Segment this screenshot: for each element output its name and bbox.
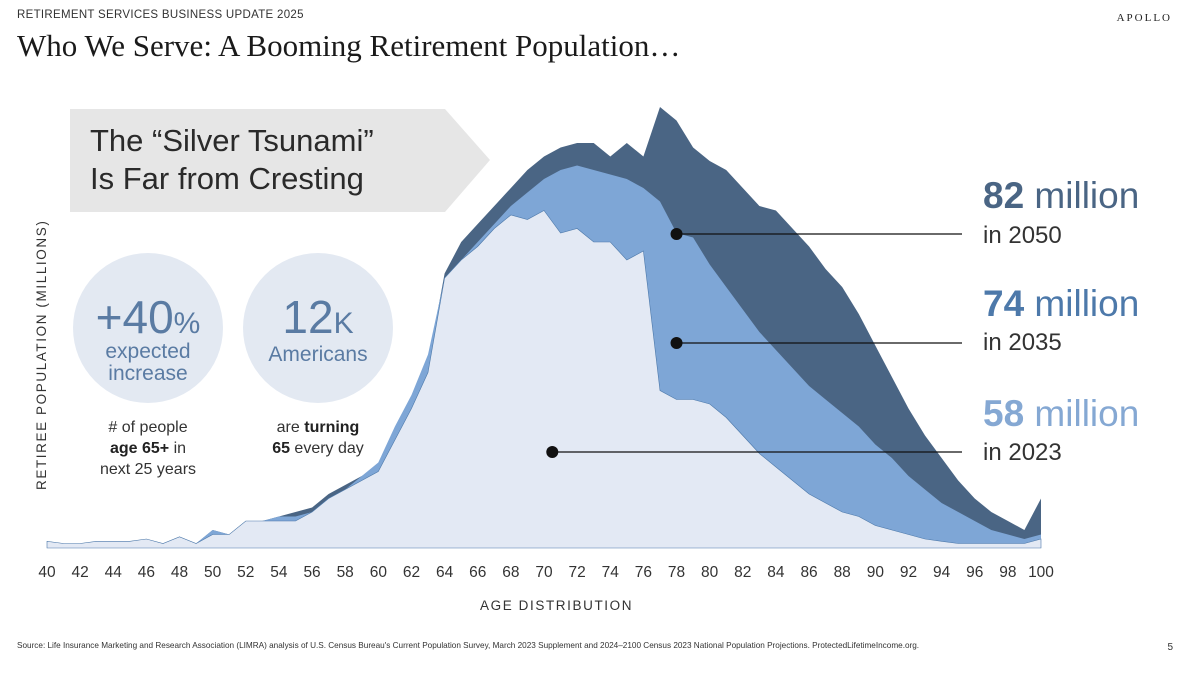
x-tick-label: 70 [535, 564, 553, 581]
stat-growth-big: +40% [95, 291, 201, 343]
x-tick-label: 40 [38, 564, 56, 581]
x-tick-label: 52 [237, 564, 255, 581]
x-tick-label: 54 [270, 564, 288, 581]
x-tick-label: 48 [170, 564, 189, 581]
leader-2023-dot [546, 446, 559, 458]
y-axis-label: RETIREE POPULATION (MILLIONS) [34, 219, 49, 490]
annotation-2035-year: in 2035 [983, 329, 1062, 356]
x-tick-label: 42 [71, 564, 89, 581]
x-tick-label: 100 [1028, 564, 1054, 581]
x-tick-label: 62 [402, 564, 421, 581]
x-tick-label: 76 [634, 564, 653, 581]
x-tick-label: 58 [336, 564, 354, 581]
x-tick-label: 50 [204, 564, 222, 581]
brand-logo: APOLLO [1116, 12, 1172, 24]
stat-circle-daily: 12K Americans [243, 253, 393, 403]
page-number: 5 [1167, 642, 1173, 653]
x-axis-label: AGE DISTRIBUTION [480, 598, 634, 613]
x-tick-label: 86 [800, 564, 818, 581]
section-label: RETIREMENT SERVICES BUSINESS UPDATE 2025 [17, 9, 304, 21]
x-tick-label: 88 [833, 564, 851, 581]
x-tick-label: 98 [999, 564, 1017, 581]
x-tick-label: 84 [767, 564, 785, 581]
x-tick-label: 80 [701, 564, 719, 581]
stat-growth-caption: # of people age 65+ in next 25 years [99, 419, 197, 478]
annotation-2023-number: 58 million [983, 393, 1140, 434]
x-tick-label: 72 [568, 564, 586, 581]
annotation-2050-year: in 2050 [983, 222, 1062, 249]
x-tick-label: 68 [502, 564, 520, 581]
x-tick-label: 74 [601, 564, 619, 581]
page-title: Who We Serve: A Booming Retirement Popul… [17, 28, 681, 63]
x-tick-label: 46 [137, 564, 156, 581]
callout-banner: The “Silver Tsunami” Is Far from Crestin… [70, 109, 490, 212]
annotation-2023-year: in 2023 [983, 439, 1062, 466]
stat-growth-sub1: expected [105, 340, 191, 363]
stat-daily-big: 12K [282, 291, 354, 343]
leader-2050-dot [670, 228, 683, 240]
leader-2035-dot [670, 337, 683, 349]
stat-daily-caption: are turning 65 every day [272, 419, 364, 457]
area-series-2023 [46, 210, 1042, 549]
stat-circle-growth: +40% expected increase [73, 253, 223, 403]
callout-line-2: Is Far from Cresting [90, 161, 364, 196]
callout-arrow-shape [70, 109, 490, 212]
stat-daily-sub1: Americans [268, 343, 368, 366]
x-tick-label: 56 [303, 564, 321, 581]
x-tick-label: 90 [866, 564, 884, 581]
x-tick-label: 66 [469, 564, 487, 581]
stat-growth-sub2: increase [108, 362, 188, 385]
x-tick-label: 94 [932, 564, 951, 581]
source-footnote: Source: Life Insurance Marketing and Res… [17, 641, 920, 650]
annotation-2035-number: 74 million [983, 283, 1140, 324]
x-tick-label: 96 [966, 564, 984, 581]
x-tick-label: 78 [667, 564, 686, 581]
x-tick-label: 44 [104, 564, 122, 581]
x-tick-label: 64 [435, 564, 454, 581]
x-tick-label: 92 [899, 564, 918, 581]
x-tick-label: 82 [734, 564, 752, 581]
annotation-2050-number: 82 million [983, 175, 1140, 216]
callout-line-1: The “Silver Tsunami” [90, 123, 374, 158]
x-tick-label: 60 [369, 564, 387, 581]
